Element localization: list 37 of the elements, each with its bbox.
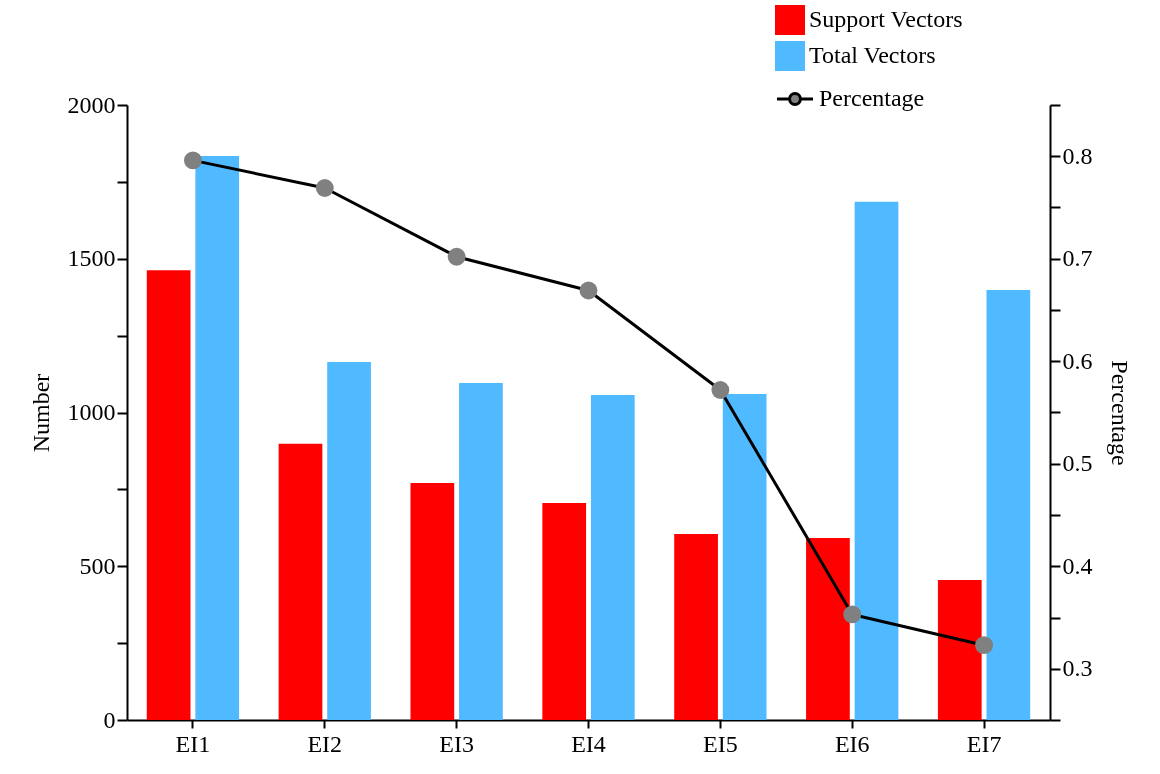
legend-label: Percentage [819,85,925,111]
bar [854,201,899,720]
x-tick-label: EI3 [439,730,474,757]
y2-tick-label: 0.8 [1062,142,1093,169]
x-tick-label: EI2 [307,730,343,757]
y-tick-label: 1500 [67,245,116,272]
y2-tick-label: 0.6 [1062,347,1093,374]
legend-label: Total Vectors [809,42,936,68]
y-tick-label: 0 [103,706,116,733]
bar [195,156,240,720]
y2-axis-title: Percentage [1106,360,1133,466]
y-tick-label: 2000 [67,91,116,118]
y-tick-label: 1000 [67,399,116,425]
bar [674,533,718,720]
x-tick-label: EI6 [834,730,870,757]
y2-tick-label: 0.5 [1062,450,1093,477]
x-tick-label: EI1 [175,730,211,757]
y-axis-title: Number [27,373,54,453]
bar [327,362,371,720]
bar [937,580,982,720]
y-tick-label: 500 [79,552,116,579]
bar [278,443,323,720]
y2-tick-label: 0.3 [1062,655,1093,682]
bar [459,382,503,720]
bar [590,394,635,720]
bar [722,394,767,720]
bar [146,270,191,720]
legend-label: Support Vectors [809,6,963,32]
bar [542,502,587,720]
x-tick-label: EI7 [966,730,1002,757]
x-tick-label: EI4 [571,730,606,757]
x-tick-label: EI5 [703,730,738,757]
bar [986,290,1031,720]
y2-tick-label: 0.7 [1062,245,1093,272]
bar [410,482,455,720]
bar [806,537,850,720]
y2-tick-label: 0.4 [1062,552,1093,579]
